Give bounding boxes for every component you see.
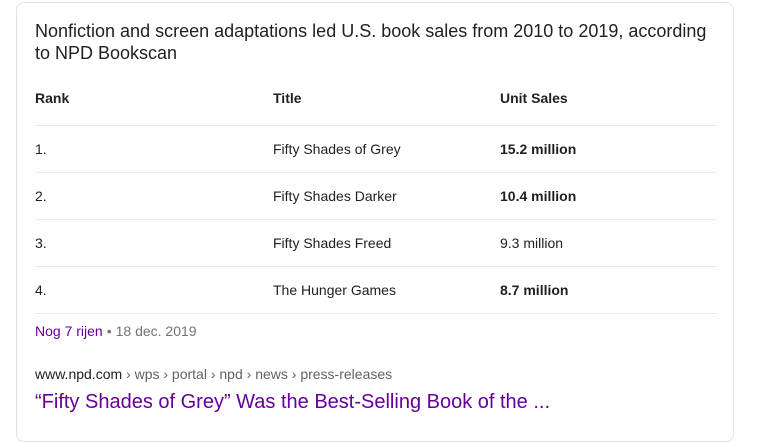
table-row: 2. Fifty Shades Darker 10.4 million <box>35 173 717 220</box>
table-header-row: Rank Title Unit Sales <box>35 75 717 126</box>
rank-cell: 1. <box>35 141 47 157</box>
column-header-title: Title <box>273 90 302 106</box>
title-cell: Fifty Shades Darker <box>273 188 397 204</box>
column-header-rank: Rank <box>35 90 70 106</box>
bullet-separator: • <box>106 323 112 339</box>
table-row: 1. Fifty Shades of Grey 15.2 million <box>35 126 717 173</box>
featured-snippet-card: Nonfiction and screen adaptations led U.… <box>16 2 734 442</box>
source-breadcrumb: www.npd.com › wps › portal › npd › news … <box>35 364 392 384</box>
title-cell: Fifty Shades of Grey <box>273 141 401 157</box>
table-row: 3. Fifty Shades Freed 9.3 million <box>35 220 717 267</box>
rank-cell: 2. <box>35 188 47 204</box>
title-cell: Fifty Shades Freed <box>273 235 392 251</box>
rank-cell: 4. <box>35 282 47 298</box>
sales-cell: 9.3 million <box>500 235 564 251</box>
snippet-heading: Nonfiction and screen adaptations led U.… <box>35 21 707 63</box>
sales-cell: 15.2 million <box>500 141 577 157</box>
snippet-date: 18 dec. 2019 <box>115 323 197 339</box>
more-rows-link[interactable]: Nog 7 rijen <box>35 323 103 339</box>
table-row: 4. The Hunger Games 8.7 million <box>35 267 717 314</box>
title-cell: The Hunger Games <box>273 282 396 298</box>
rank-cell: 3. <box>35 235 47 251</box>
sales-table: Rank Title Unit Sales 1. Fifty Shades of… <box>35 75 717 314</box>
source-domain: www.npd.com <box>35 366 123 382</box>
sales-cell: 10.4 million <box>500 188 577 204</box>
source-path: › wps › portal › npd › news › press-rele… <box>122 366 393 382</box>
result-title-link[interactable]: “Fifty Shades of Grey” Was the Best-Sell… <box>35 391 551 413</box>
sales-cell: 8.7 million <box>500 282 569 298</box>
more-rows-line: Nog 7 rijen • 18 dec. 2019 <box>35 321 197 341</box>
column-header-unit-sales: Unit Sales <box>500 90 568 106</box>
